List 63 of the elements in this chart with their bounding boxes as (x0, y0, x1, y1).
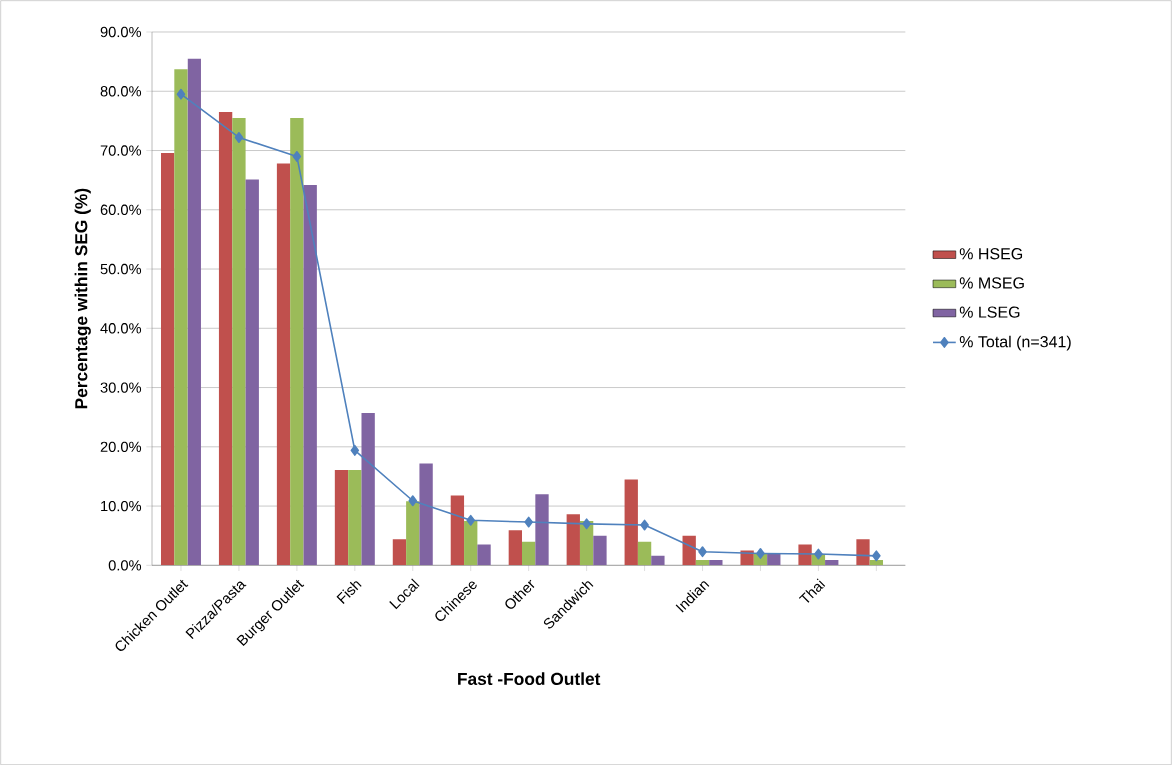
bar (593, 535, 607, 566)
x-axis-title: Fast -Food Outlet (458, 672, 601, 685)
bar (160, 152, 175, 566)
bar (825, 559, 839, 566)
bar (450, 495, 465, 566)
bar (566, 514, 580, 566)
bar (856, 539, 870, 566)
bar (522, 541, 536, 566)
bar (218, 111, 233, 566)
bar (276, 163, 291, 566)
bar (682, 535, 696, 566)
bar (174, 69, 188, 566)
bar (303, 184, 317, 566)
legend-label: % Total (n=341) (959, 335, 1071, 351)
point (698, 546, 707, 558)
point (176, 88, 186, 100)
bar (419, 463, 433, 566)
point (814, 548, 823, 560)
y-tick-label: 10.0% (101, 500, 142, 512)
point (582, 518, 591, 530)
point (292, 150, 302, 162)
point (872, 550, 881, 562)
bar (651, 555, 665, 566)
bar (361, 412, 375, 566)
bar (232, 117, 246, 566)
bar (709, 559, 723, 566)
bar (245, 179, 259, 566)
bar (695, 559, 710, 566)
point (466, 514, 476, 526)
point (234, 131, 244, 143)
y-tick-label: 40.0% (100, 322, 142, 334)
bar (392, 539, 407, 566)
bar (187, 58, 201, 566)
bar (406, 501, 420, 566)
bar (798, 544, 812, 566)
point (640, 519, 649, 531)
y-tick-label: 0.0% (108, 560, 142, 571)
y-tick-label: 60.0% (100, 204, 142, 215)
x-tick-label: Fish (336, 581, 362, 604)
bar (637, 541, 652, 566)
bar (624, 479, 638, 566)
y-tick-label: 80.0% (100, 85, 142, 97)
bar (535, 494, 549, 566)
bar (464, 520, 478, 566)
y-tick-label: 30.0% (100, 382, 142, 393)
y-axis-title: Percentage within SEG (%) (74, 188, 91, 409)
bar (334, 469, 349, 566)
point (350, 444, 360, 456)
point (756, 547, 765, 559)
y-tick-label: 20.0% (100, 441, 142, 452)
legend-label: % MSEG (959, 277, 1024, 289)
legend-label: % LSEG (959, 306, 1020, 318)
bar (290, 117, 304, 566)
point (408, 495, 418, 507)
bar (767, 553, 781, 566)
bar (348, 469, 362, 566)
y-tick-label: 70.0% (100, 145, 142, 156)
bar (508, 530, 523, 566)
y-tick-label: 50.0% (100, 263, 142, 275)
bar (477, 544, 491, 566)
point (524, 516, 533, 528)
y-tick-label: 90.0% (100, 26, 142, 38)
legend-label: % HSEG (959, 247, 1023, 260)
